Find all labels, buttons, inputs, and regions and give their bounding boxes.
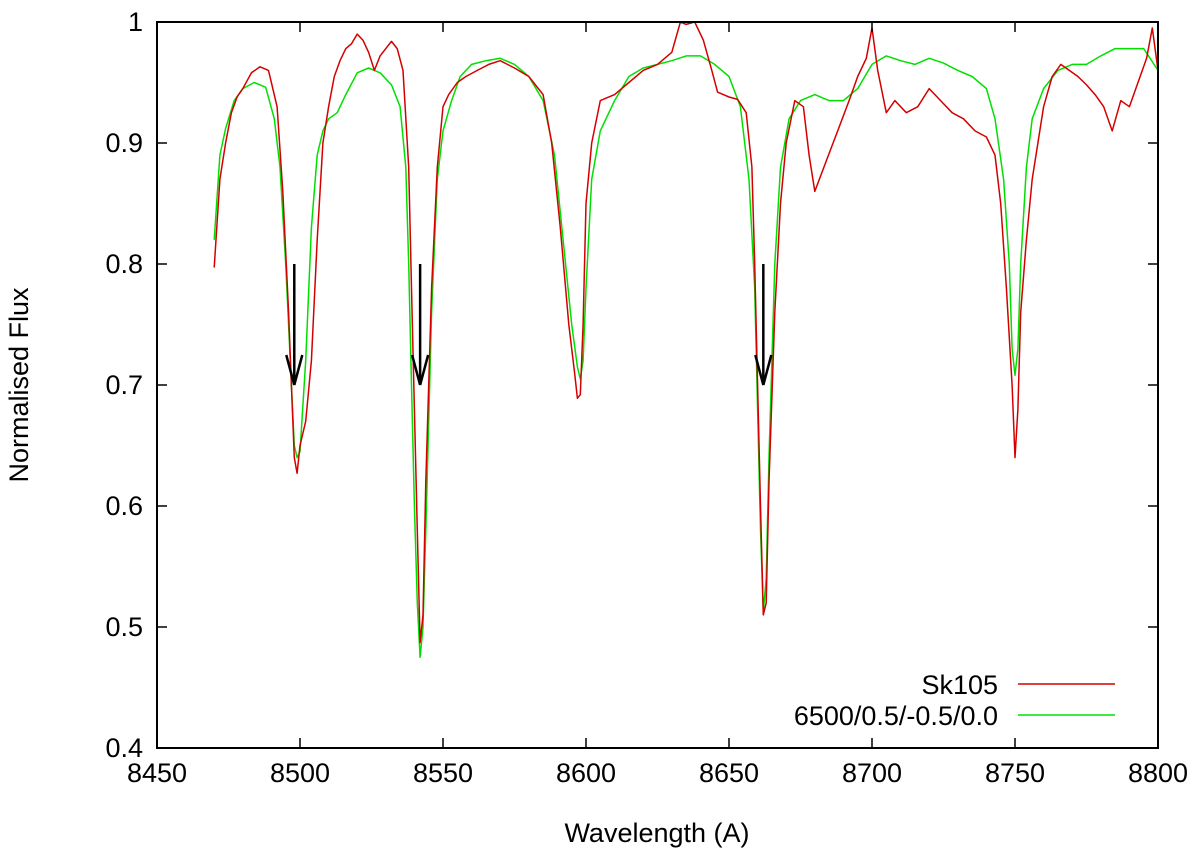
x-tick-label: 8700 xyxy=(842,758,902,788)
legend: Sk105 6500/0.5/-0.5/0.0 xyxy=(794,670,1115,731)
x-tick-label: 8550 xyxy=(413,758,473,788)
x-tick-label: 8450 xyxy=(127,758,187,788)
y-tick-label: 0.6 xyxy=(105,491,143,521)
series-line-sk105 xyxy=(213,21,1159,644)
y-tick-label: 1 xyxy=(128,7,143,37)
tick-layer: 8450 8500 8550 8600 8650 8700 8750 8800 0.4 0.5 0.… xyxy=(105,7,1188,788)
x-tick-label: 8800 xyxy=(1128,758,1188,788)
x-axis-label: Wavelength (A) xyxy=(564,818,749,848)
x-tick-label: 8500 xyxy=(270,758,330,788)
y-tick-label: 0.9 xyxy=(105,128,143,158)
annotation-layer xyxy=(285,264,773,386)
arrow-annotation xyxy=(754,264,773,386)
y-tick-label: 0.7 xyxy=(105,370,143,400)
series-line-model xyxy=(213,47,1159,659)
y-tick-label: 0.4 xyxy=(105,733,143,763)
x-tick-label: 8650 xyxy=(699,758,759,788)
y-tick-label: 0.5 xyxy=(105,612,143,642)
x-tick-label: 8600 xyxy=(556,758,616,788)
plot-frame xyxy=(156,21,1159,749)
series-layer xyxy=(213,21,1159,659)
arrow-annotation xyxy=(285,264,304,386)
x-tick-label: 8750 xyxy=(985,758,1045,788)
legend-label-model: 6500/0.5/-0.5/0.0 xyxy=(794,701,998,731)
y-axis-label: Normalised Flux xyxy=(4,287,34,483)
y-tick-label: 0.8 xyxy=(105,249,143,279)
legend-label-sk105: Sk105 xyxy=(921,670,998,700)
arrow-annotation xyxy=(410,264,430,386)
